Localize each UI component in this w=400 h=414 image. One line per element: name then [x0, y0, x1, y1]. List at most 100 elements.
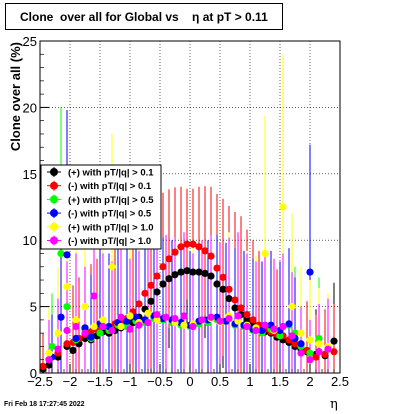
data-point [117, 322, 125, 331]
x-tick-label: 0.5 [211, 374, 229, 389]
data-point [45, 361, 53, 369]
data-point [189, 322, 197, 331]
data-point [63, 251, 71, 259]
x-tick-label: −1 [123, 374, 138, 389]
data-point [279, 203, 287, 211]
data-point [249, 316, 257, 324]
data-point [162, 313, 170, 321]
data-point [132, 313, 140, 321]
data-point [315, 340, 323, 348]
data-point [45, 349, 53, 357]
chart-title: Clone over all for Global vs η at pT > 0… [5, 3, 283, 30]
data-point [231, 304, 239, 312]
data-point [87, 328, 95, 336]
data-point [171, 314, 179, 323]
data-point [108, 263, 116, 271]
data-point [144, 318, 152, 327]
data-point [159, 280, 167, 288]
x-tick-label: 1.5 [271, 374, 289, 389]
data-point [99, 322, 107, 331]
x-tick-label: 1 [246, 374, 253, 389]
data-point [312, 353, 320, 361]
data-point [252, 326, 260, 335]
data-point [213, 264, 221, 272]
data-point [219, 285, 227, 293]
data-point [243, 322, 251, 331]
legend-label: (-) with pT/|q| > 0.1 [68, 181, 152, 192]
data-point [243, 316, 251, 324]
y-tick-label: 15 [23, 167, 37, 182]
data-point [297, 349, 305, 357]
data-point [48, 342, 56, 351]
data-point [57, 313, 65, 321]
y-tick-label: 20 [23, 100, 37, 115]
data-point [123, 317, 131, 325]
legend-marker [50, 222, 58, 231]
data-point [306, 268, 314, 276]
y-tick-label: 10 [23, 233, 37, 248]
x-tick-labels: −2.5 −2 −1.5 −1 −0.5 0 0.5 1 1.5 2 2.5 [27, 374, 349, 389]
data-point [183, 240, 191, 248]
data-point [87, 333, 95, 341]
legend-label: (+) with pT/|q| > 1.0 [68, 222, 154, 233]
data-point [39, 362, 47, 370]
data-markers [39, 203, 338, 373]
data-point [306, 349, 314, 357]
data-point [201, 269, 209, 277]
x-tick-label: −0.5 [147, 374, 173, 389]
data-point [291, 340, 299, 348]
data-point [261, 321, 269, 329]
y-tick-label: 0 [30, 366, 37, 381]
data-point [135, 300, 143, 308]
data-point [135, 321, 143, 329]
data-point [153, 310, 161, 319]
data-point [126, 325, 134, 333]
legend-marker [50, 209, 58, 218]
data-point [261, 249, 269, 258]
data-point [225, 314, 233, 323]
data-point [144, 309, 152, 317]
data-point [81, 324, 89, 332]
data-point [183, 267, 191, 275]
data-point [330, 348, 338, 356]
data-point [180, 312, 188, 320]
data-point [54, 345, 62, 353]
data-point [147, 281, 155, 289]
data-point [63, 283, 71, 291]
data-point [72, 316, 80, 324]
data-point [54, 329, 62, 337]
x-tick-label: 0 [186, 374, 193, 389]
data-point [288, 303, 296, 311]
data-point [258, 326, 266, 335]
y-tick-labels: 0 5 10 15 20 25 [23, 34, 37, 381]
legend-marker [50, 168, 58, 176]
data-point [207, 272, 215, 280]
data-point [171, 271, 179, 279]
x-tick-label: 2 [306, 374, 313, 389]
data-point [315, 334, 323, 343]
data-point [288, 332, 296, 340]
x-tick-label: −2.5 [27, 374, 53, 389]
data-point [201, 247, 209, 255]
data-point [72, 322, 80, 331]
data-point [126, 312, 134, 320]
data-point [189, 268, 197, 276]
data-point [213, 280, 221, 288]
data-point [306, 336, 314, 344]
legend-marker [50, 236, 58, 245]
data-point [225, 295, 233, 303]
data-point [279, 322, 287, 331]
data-point [207, 313, 215, 321]
data-point [219, 273, 227, 281]
data-point [177, 243, 185, 251]
data-point [63, 326, 71, 335]
data-point [180, 321, 188, 329]
legend-label: (-) with pT/|q| > 1.0 [68, 236, 151, 247]
data-point [153, 316, 161, 324]
data-point [225, 285, 233, 293]
data-point [276, 332, 284, 340]
x-tick-label: 2.5 [331, 374, 349, 389]
data-point [330, 337, 338, 345]
data-point [231, 296, 239, 304]
